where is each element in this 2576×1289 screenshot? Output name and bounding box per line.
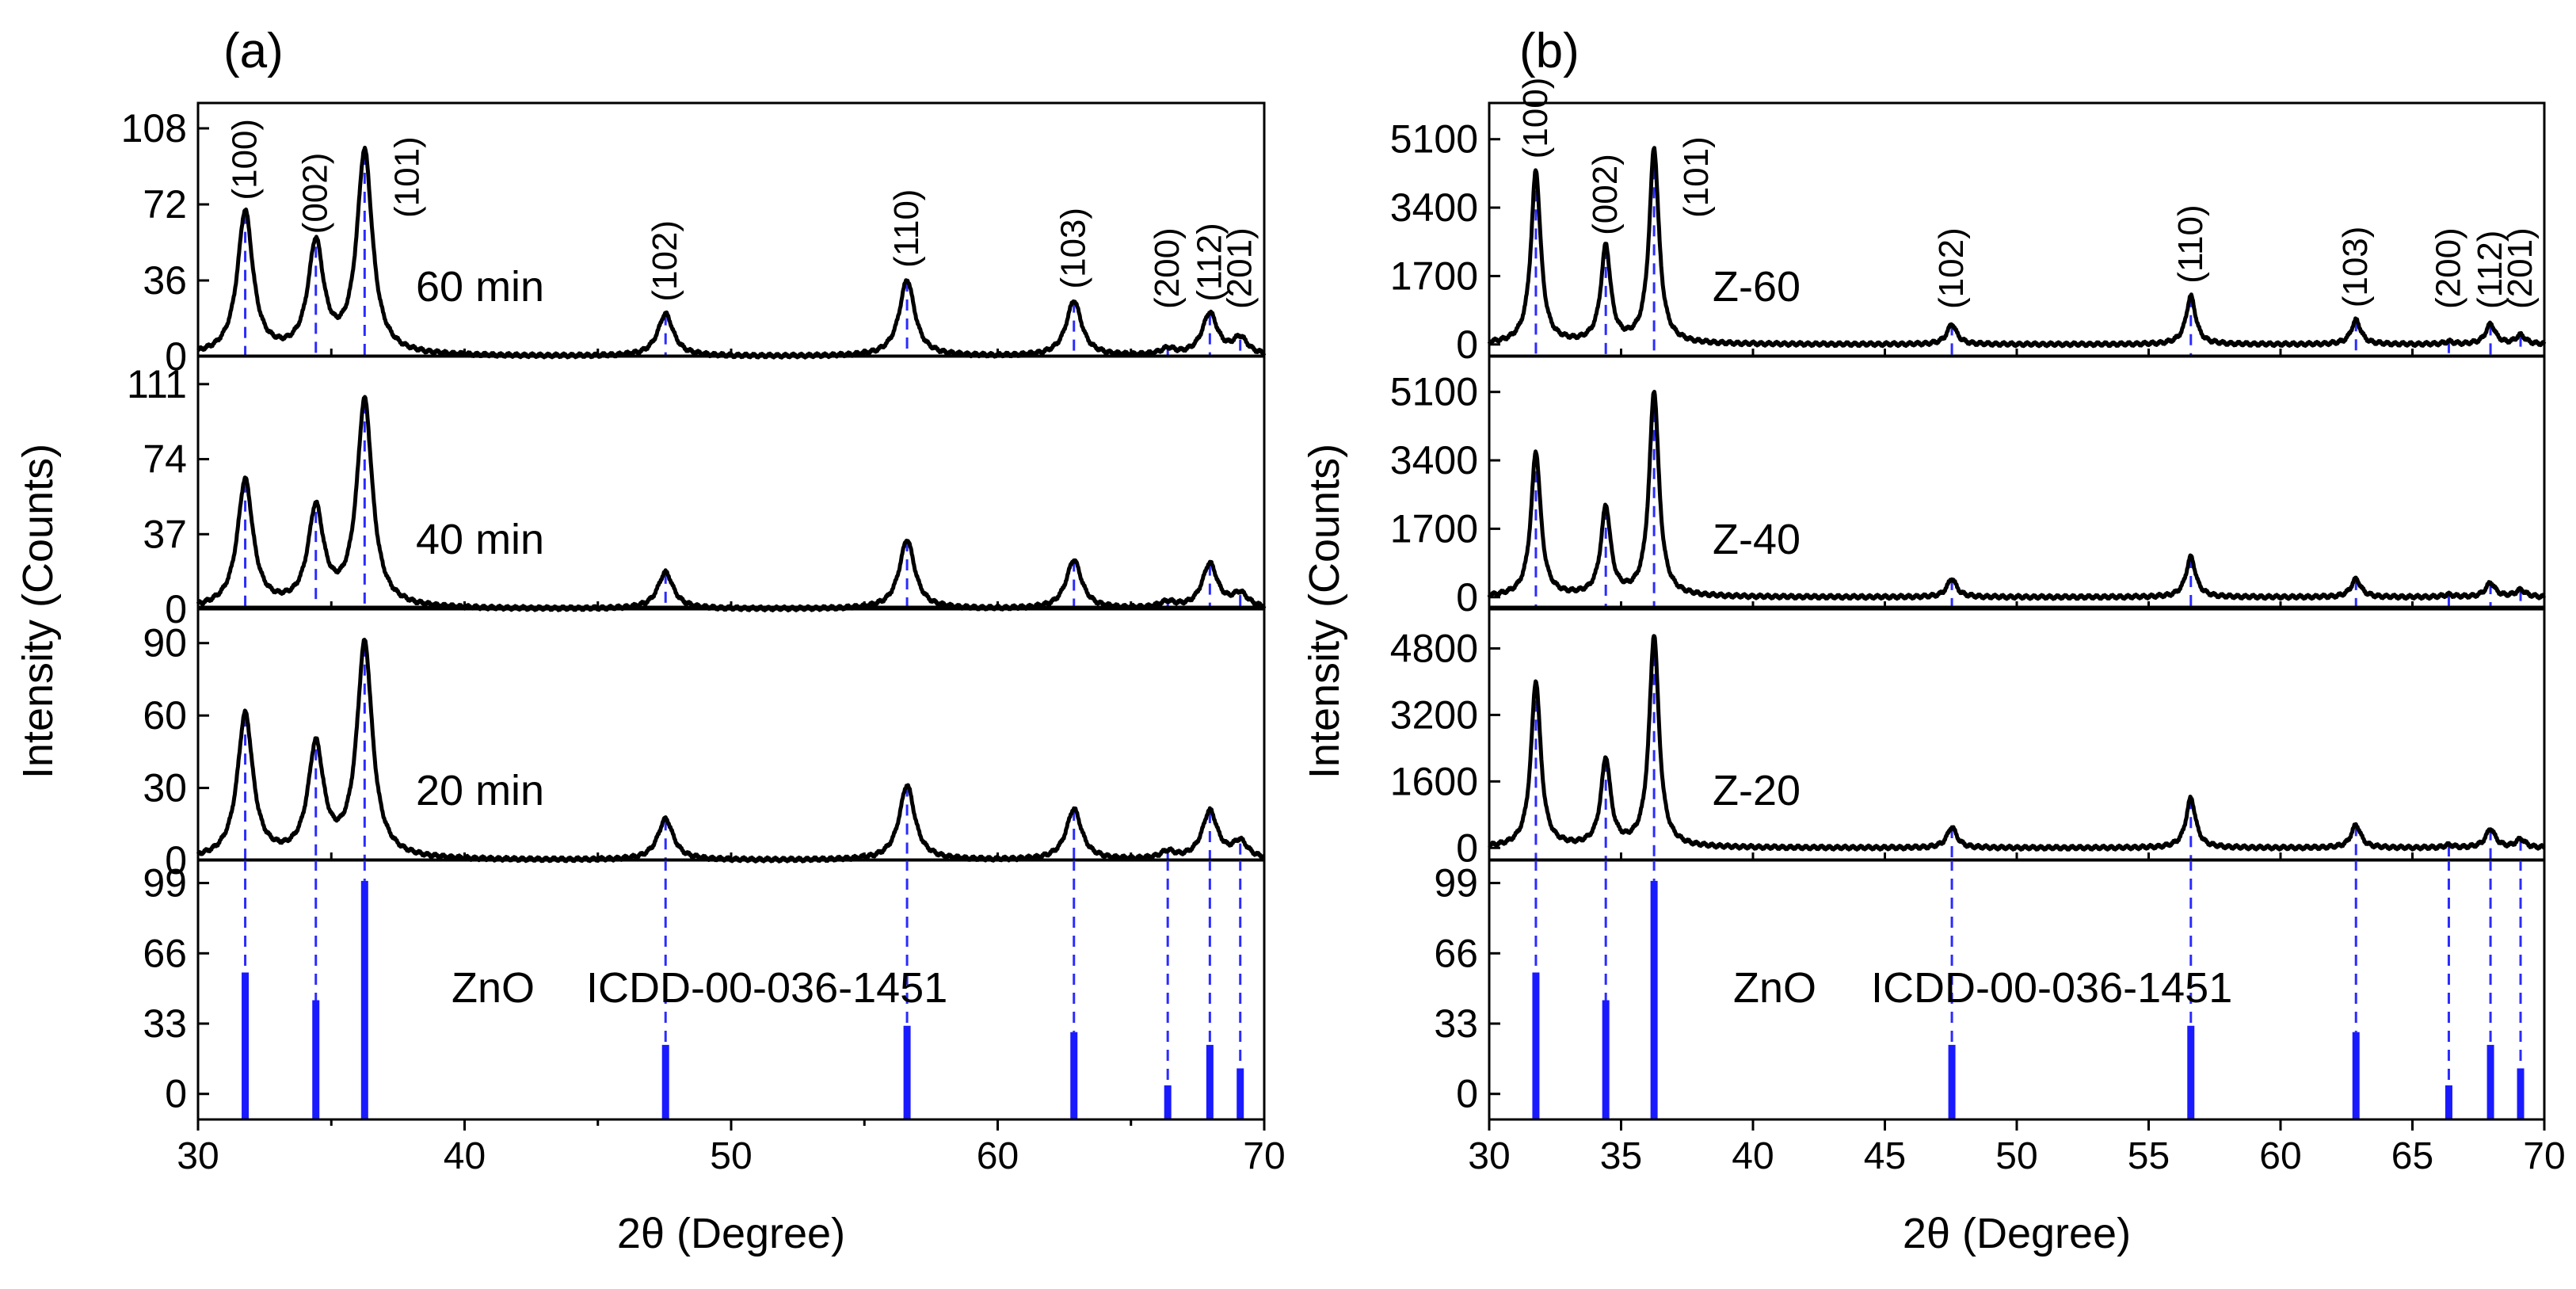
panel-b-reference-name: ZnO — [1733, 964, 1816, 1012]
panel-b-hkl-label-3: (102) — [1932, 227, 1971, 309]
panel-a-ref-ytick-label-1: 33 — [143, 1001, 187, 1046]
panel-b-subplot-2-ytick-label-1: 1700 — [1390, 506, 1478, 551]
panel-a-subplot-3-ytick-label-3: 90 — [143, 621, 187, 665]
panel-a-subplot-3-ytick-label-0: 0 — [165, 838, 187, 883]
panel-b-trace-3 — [1488, 634, 2546, 852]
panel-b-sample-label-2: Z-40 — [1713, 516, 1801, 563]
panel-a-subplot-2-ytick-label-1: 37 — [143, 512, 187, 556]
panel-b-subplot-1-ytick-label-3: 5100 — [1390, 117, 1478, 162]
panel-a-subplot-1: 0 36 72 108 60 min (100) (002) (101) (102) (110) (… — [121, 101, 1267, 379]
panel-a-subplot-2-ytick-label-3: 111 — [127, 362, 187, 406]
panel-b-hkl-label-8: (201) — [2501, 227, 2540, 309]
panel-a-xtick-label-1: 40 — [444, 1135, 486, 1177]
panel-b-xtick-label-0: 30 — [1468, 1135, 1510, 1177]
panel-a-y-axis-title: Intensity (Counts) — [14, 444, 62, 779]
panel-b-x-axis-title: 2θ (Degree) — [1903, 1210, 2131, 1257]
panel-b-xtick-label-3: 45 — [1864, 1135, 1906, 1177]
panel-b-subplot-1-ytick-label-1: 1700 — [1390, 254, 1478, 298]
panel-a-xtick-label-3: 60 — [977, 1135, 1019, 1177]
panel-a-ref-ytick-label-3: 99 — [143, 861, 187, 906]
panel-a-sample-label-3: 20 min — [416, 767, 544, 814]
panel-a-reference-pattern: 0 33 66 99 ZnO ICDD-00-036-1451 30 40 50 60 70 — [143, 858, 1286, 1177]
panel-a-subplot-2-ytick-label-0: 0 — [165, 587, 187, 631]
panel-a-ref-ytick-label-0: 0 — [165, 1072, 187, 1116]
panel-a-subplot-2: 0 37 74 111 40 min — [127, 354, 1267, 631]
panel-a-subplot-3-ytick-label-1: 30 — [143, 766, 187, 810]
panel-a-xtick-label-4: 70 — [1243, 1135, 1285, 1177]
panel-a-x-axis-title: 2θ (Degree) — [617, 1210, 845, 1257]
panel-a-subplot-1-ytick-label-0: 0 — [165, 334, 187, 379]
panel-a-hkl-label-8: (201) — [1221, 227, 1259, 309]
panel-b-ref-ytick-label-3: 99 — [1434, 861, 1478, 906]
panel-a-subplot-3-ytick-label-2: 60 — [143, 693, 187, 738]
panel-a-hkl-label-0: (100) — [226, 119, 265, 200]
panel-a-hkl-label-5: (103) — [1054, 208, 1093, 289]
panel-b-hkl-label-5: (103) — [2336, 227, 2375, 308]
panel-a-label: (a) — [223, 24, 284, 78]
panel-b-hkl-label-6: (200) — [2429, 227, 2467, 309]
panel-b-sample-label-3: Z-20 — [1713, 767, 1801, 814]
panel-a-subplot-1-ytick-label-2: 72 — [143, 182, 187, 227]
panel-b-y-axis-title: Intensity (Counts) — [1301, 444, 1348, 779]
panel-b-xtick-label-1: 35 — [1600, 1135, 1642, 1177]
panel-b-subplot-2-ytick-label-3: 5100 — [1390, 370, 1478, 414]
panel-a-hkl-label-4: (110) — [887, 189, 926, 268]
panel-a-hkl-label-7: (112) — [1190, 223, 1229, 301]
panel-b-hkl-label-4: (110) — [2171, 204, 2210, 283]
panel-b-subplot-1: 0 1700 3400 5100 Z-60 (100) (002) (101) (102) (11… — [1390, 78, 2547, 367]
panel-a-subplot-1-ytick-label-3: 108 — [121, 106, 187, 151]
panel-b-subplot-1-ytick-label-2: 3400 — [1390, 185, 1478, 230]
panel-b-xtick-label-8: 70 — [2523, 1135, 2565, 1177]
panel-a-subplot-2-ytick-label-2: 74 — [143, 437, 187, 482]
panel-b-xtick-label-6: 60 — [2259, 1135, 2301, 1177]
panel-a-hkl-label-3: (102) — [646, 220, 684, 302]
panel-a-trace-1 — [196, 145, 1267, 360]
panel-b-xtick-label-7: 65 — [2391, 1135, 2433, 1177]
panel-b-subplot-3-ytick-label-3: 4800 — [1390, 626, 1478, 670]
panel-b-sample-label-1: Z-60 — [1713, 263, 1801, 311]
panel-a-hkl-label-6: (200) — [1148, 227, 1187, 309]
panel-b-hkl-label-0: (100) — [1516, 78, 1555, 159]
panel-b-subplot-3-ytick-label-1: 1600 — [1390, 759, 1478, 803]
panel-b-ref-ytick-label-0: 0 — [1456, 1072, 1478, 1116]
panel-b-xtick-label-4: 50 — [1995, 1135, 2037, 1177]
panel-b-subplot-3-ytick-label-0: 0 — [1456, 826, 1478, 870]
panel-b-trace-1 — [1487, 146, 2547, 349]
panel-a-hkl-label-1: (002) — [296, 153, 335, 235]
panel-a-subplot-1-ytick-label-1: 36 — [143, 258, 187, 303]
panel-a-xtick-label-0: 30 — [177, 1135, 219, 1177]
panel-a-sample-label-2: 40 min — [416, 516, 544, 563]
panel-b-subplot-3: 0 1600 3200 4800 Z-20 — [1390, 605, 2546, 870]
panel-a-reference-card: ICDD-00-036-1451 — [586, 964, 947, 1012]
panel-b-hkl-label-7: (112) — [2471, 231, 2509, 309]
panel-b-hkl-label-1: (002) — [1586, 154, 1625, 235]
panel-b-xtick-label-2: 40 — [1732, 1135, 1774, 1177]
panel-b-subplot-2: 0 1700 3400 5100 Z-40 — [1390, 354, 2547, 620]
panel-b-label: (b) — [1519, 24, 1580, 78]
panel-b-reference-pattern: 0 33 66 99 ZnO ICDD-00-036-1451 30 35 40 45 50 55 60… — [1434, 858, 2566, 1177]
panel-b-subplot-2-ytick-label-2: 3400 — [1390, 438, 1478, 482]
panel-a-subplot-3: 0 30 60 90 20 min — [143, 605, 1266, 883]
panel-b-trace-2 — [1487, 390, 2547, 601]
panel-b-xtick-label-5: 55 — [2128, 1135, 2170, 1177]
panel-b-subplot-1-ytick-label-0: 0 — [1456, 322, 1478, 367]
panel-b-subplot-3-ytick-label-2: 3200 — [1390, 692, 1478, 737]
panel-b-subplot-2-ytick-label-0: 0 — [1456, 575, 1478, 620]
panel-a-trace-3 — [196, 638, 1266, 864]
panel-a-xtick-label-2: 50 — [710, 1135, 752, 1177]
panel-a-ref-ytick-label-2: 66 — [143, 931, 187, 975]
panel-b-ref-ytick-label-2: 66 — [1434, 931, 1478, 975]
panel-a-trace-2 — [196, 395, 1267, 612]
panel-a-sample-label-1: 60 min — [416, 263, 544, 311]
panel-b-reference-card: ICDD-00-036-1451 — [1871, 964, 2232, 1012]
panel-a-hkl-label-2: (101) — [387, 136, 426, 218]
panel-b-hkl-label-2: (101) — [1677, 136, 1716, 218]
panel-a-reference-name: ZnO — [452, 964, 535, 1012]
panel-b-ref-ytick-label-1: 33 — [1434, 1001, 1478, 1046]
